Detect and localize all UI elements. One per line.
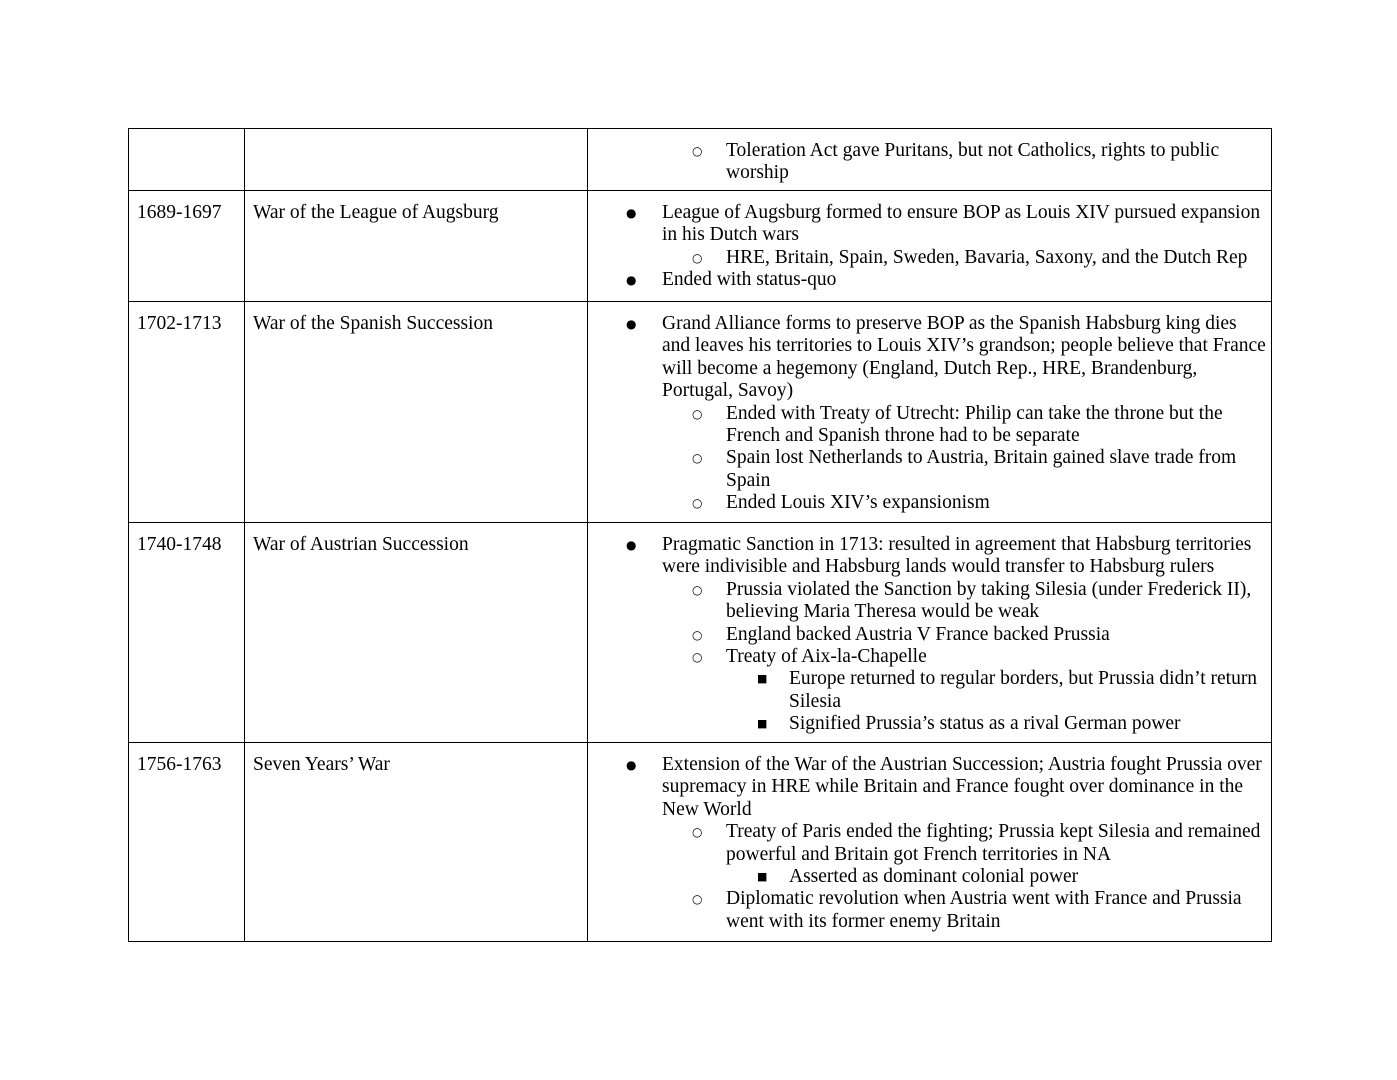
date-range-text: 1756-1763 — [137, 754, 222, 775]
bullet-text: Toleration Act gave Puritans, but not Ca… — [726, 140, 1220, 184]
circle-bullet-icon: ○ — [692, 144, 703, 158]
war-name-cell: Seven Years’ War — [244, 742, 588, 942]
bullet-item: ○ Toleration Act gave Puritans, but not C… — [588, 140, 1267, 185]
bullet-item: ■ Signified Prussia’s status as a rival G… — [588, 713, 1267, 735]
disc-bullet-icon: ● — [626, 758, 637, 772]
bullet-item: ■ Asserted as dominant colonial power — [588, 866, 1267, 888]
date-range-text: 1689-1697 — [137, 202, 222, 223]
bullet-item: ○ England backed Austria V France backed … — [588, 624, 1267, 646]
war-name-text: War of Austrian Succession — [253, 534, 469, 555]
war-name-cell: War of the Spanish Succession — [244, 301, 588, 523]
table-row: 1702-1713 War of the Spanish Succession ● G… — [128, 301, 1272, 523]
details-cell: ○ Toleration Act gave Puritans, but not C… — [587, 128, 1272, 191]
circle-bullet-icon: ○ — [692, 451, 703, 466]
table-row: ○ Toleration Act gave Puritans, but not C… — [128, 128, 1272, 191]
war-name-cell: War of the League of Augsburg — [244, 190, 588, 302]
bullet-item: ○ HRE, Britain, Spain, Sweden, Bavaria, S… — [588, 247, 1267, 269]
details-cell: ● Extension of the War of the Austrian Su… — [587, 742, 1272, 942]
square-bullet-icon: ■ — [757, 717, 768, 731]
date-cell — [128, 128, 245, 191]
table-row: 1740-1748 War of Austrian Succession ● Prag… — [128, 522, 1272, 743]
circle-bullet-icon: ○ — [692, 825, 703, 840]
bullet-text: Ended with Treaty of Utrecht: Philip can… — [726, 402, 1223, 447]
circle-bullet-icon: ○ — [692, 650, 703, 665]
disc-bullet-icon: ● — [626, 317, 637, 331]
date-cell: 1740-1748 — [128, 522, 245, 743]
bullet-item: ○ Diplomatic revolution when Austria went… — [588, 888, 1267, 933]
bullet-text: Europe returned to regular borders, but … — [789, 668, 1258, 712]
date-range-text: 1702-1713 — [137, 313, 222, 334]
bullet-text: HRE, Britain, Spain, Sweden, Bavaria, Sa… — [726, 246, 1248, 268]
bullet-text: Asserted as dominant colonial power — [789, 866, 1079, 888]
bullet-text: Diplomatic revolution when Austria went … — [726, 888, 1242, 932]
bullet-item: ● Extension of the War of the Austrian Su… — [588, 754, 1267, 821]
wars-table: ○ Toleration Act gave Puritans, but not C… — [128, 128, 1272, 942]
disc-bullet-icon: ● — [626, 206, 637, 220]
war-name-text: War of the League of Augsburg — [253, 202, 499, 223]
war-name-text: War of the Spanish Succession — [253, 313, 493, 334]
bullet-text: Ended with status-quo — [662, 269, 837, 291]
bullet-text: Ended Louis XIV’s expansionism — [726, 492, 990, 514]
bullet-item: ○ Ended with Treaty of Utrecht: Philip ca… — [588, 403, 1267, 448]
war-name-text: Seven Years’ War — [253, 754, 390, 775]
bullet-item: ○ Spain lost Netherlands to Austria, Brit… — [588, 447, 1267, 492]
details-cell: ● Pragmatic Sanction in 1713: resulted in… — [587, 522, 1272, 743]
square-bullet-icon: ■ — [757, 672, 768, 686]
bullet-text: Signified Prussia’s status as a rival Ge… — [789, 713, 1181, 735]
bullet-text: Spain lost Netherlands to Austria, Brita… — [726, 447, 1237, 491]
details-cell: ● Grand Alliance forms to preserve BOP as… — [587, 301, 1272, 523]
table-row: 1756-1763 Seven Years’ War ● Extension of t… — [128, 742, 1272, 942]
bullet-item: ○ Treaty of Aix-la-Chapelle — [588, 646, 1267, 668]
date-range-text: 1740-1748 — [137, 534, 222, 555]
date-cell: 1702-1713 — [128, 301, 245, 523]
bullet-text: England backed Austria V France backed P… — [726, 623, 1110, 645]
bullet-item: ● Grand Alliance forms to preserve BOP as… — [588, 313, 1267, 403]
bullet-item: ● Pragmatic Sanction in 1713: resulted in… — [588, 534, 1267, 579]
date-cell: 1689-1697 — [128, 190, 245, 302]
circle-bullet-icon: ○ — [692, 627, 703, 642]
date-cell: 1756-1763 — [128, 742, 245, 942]
bullet-text: Extension of the War of the Austrian Suc… — [662, 754, 1262, 820]
bullet-text: Pragmatic Sanction in 1713: resulted in … — [662, 534, 1252, 578]
bullet-item: ○ Treaty of Paris ended the fighting; Pru… — [588, 821, 1267, 866]
war-name-cell — [244, 128, 588, 191]
bullet-item: ■ Europe returned to regular borders, but… — [588, 668, 1267, 713]
bullet-text: League of Augsburg formed to ensure BOP … — [662, 202, 1261, 246]
table-row: 1689-1697 War of the League of Augsburg ● L… — [128, 190, 1272, 302]
bullet-item: ● Ended with status-quo — [588, 269, 1267, 291]
disc-bullet-icon: ● — [626, 273, 637, 288]
circle-bullet-icon: ○ — [692, 892, 703, 907]
circle-bullet-icon: ○ — [692, 496, 703, 511]
war-name-cell: War of Austrian Succession — [244, 522, 588, 743]
bullet-text: Treaty of Paris ended the fighting; Prus… — [726, 821, 1261, 865]
bullet-item: ● League of Augsburg formed to ensure BOP… — [588, 202, 1267, 247]
disc-bullet-icon: ● — [626, 538, 637, 552]
bullet-text: Grand Alliance forms to preserve BOP as … — [662, 313, 1266, 402]
bullet-text: Prussia violated the Sanction by taking … — [726, 578, 1252, 623]
circle-bullet-icon: ○ — [692, 582, 703, 597]
circle-bullet-icon: ○ — [692, 406, 703, 421]
details-cell: ● League of Augsburg formed to ensure BOP… — [587, 190, 1272, 302]
bullet-text: Treaty of Aix-la-Chapelle — [726, 646, 927, 668]
bullet-item: ○ Prussia violated the Sanction by taking… — [588, 579, 1267, 624]
square-bullet-icon: ■ — [757, 870, 768, 884]
circle-bullet-icon: ○ — [692, 250, 703, 265]
bullet-item: ○ Ended Louis XIV’s expansionism — [588, 492, 1267, 514]
